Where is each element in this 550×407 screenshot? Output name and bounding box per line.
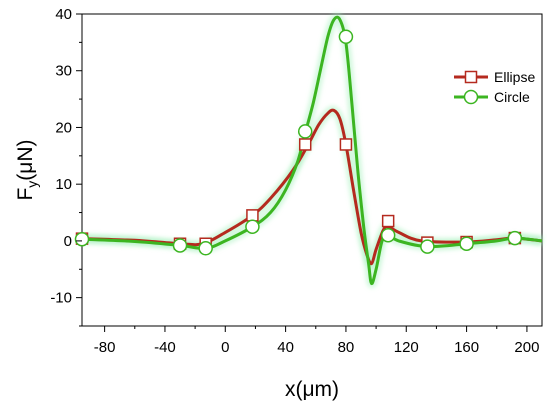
y-axis-title-main: F bbox=[14, 188, 37, 201]
point-circle-3 bbox=[245, 219, 260, 234]
point-circle-4 bbox=[297, 124, 313, 139]
series-markers bbox=[74, 29, 523, 256]
legend-label-circle: Circle bbox=[494, 89, 530, 105]
point-circle-1 bbox=[172, 238, 188, 253]
x-tick-label: 200 bbox=[514, 339, 539, 356]
x-tick-label: -80 bbox=[94, 339, 116, 356]
y-tick-label: 40 bbox=[55, 6, 72, 23]
legend: Ellipse Circle bbox=[454, 69, 535, 105]
svg-text:Fy(μN): Fy(μN) bbox=[14, 139, 40, 200]
y-axis-title-unit: (μN) bbox=[14, 139, 37, 180]
point-ellipse-4 bbox=[298, 138, 312, 151]
point-circle-5 bbox=[338, 29, 354, 44]
y-axis-title: Fy(μN) bbox=[14, 139, 40, 200]
point-ellipse-6 bbox=[381, 214, 395, 228]
point-circle-0 bbox=[74, 231, 90, 247]
point-ellipse-5 bbox=[339, 138, 353, 151]
y-axis-title-sub: y bbox=[24, 181, 40, 188]
point-circle-9 bbox=[507, 230, 523, 246]
legend-label-ellipse: Ellipse bbox=[494, 69, 535, 85]
x-tick-label: 160 bbox=[454, 339, 479, 356]
point-ellipse-3 bbox=[246, 209, 259, 222]
x-tick-label: 40 bbox=[277, 339, 294, 356]
point-circle-6 bbox=[380, 227, 396, 243]
x-axis-title: x(μm) bbox=[285, 378, 339, 401]
y-tick-label: 20 bbox=[55, 119, 72, 136]
y-tick-label: -10 bbox=[50, 290, 72, 307]
x-tick-label: 120 bbox=[394, 339, 419, 356]
legend-marker-circle bbox=[463, 89, 479, 105]
point-circle-7 bbox=[420, 239, 435, 254]
x-tick-label: 0 bbox=[221, 339, 229, 356]
legend-marker-ellipse bbox=[464, 70, 478, 84]
tick-labels: -80 -40 0 40 80 120 160 200 -10 0 10 20 30 40 bbox=[50, 6, 539, 356]
point-circle-8 bbox=[459, 236, 474, 251]
y-tick-label: 10 bbox=[55, 176, 72, 193]
y-tick-label: 0 bbox=[64, 233, 72, 250]
x-tick-label: 80 bbox=[338, 339, 355, 356]
plot-frame bbox=[81, 13, 543, 327]
axis-ticks bbox=[76, 13, 528, 332]
y-tick-label: 30 bbox=[55, 63, 72, 80]
x-tick-label: -40 bbox=[154, 339, 176, 356]
point-circle-2 bbox=[198, 241, 213, 256]
